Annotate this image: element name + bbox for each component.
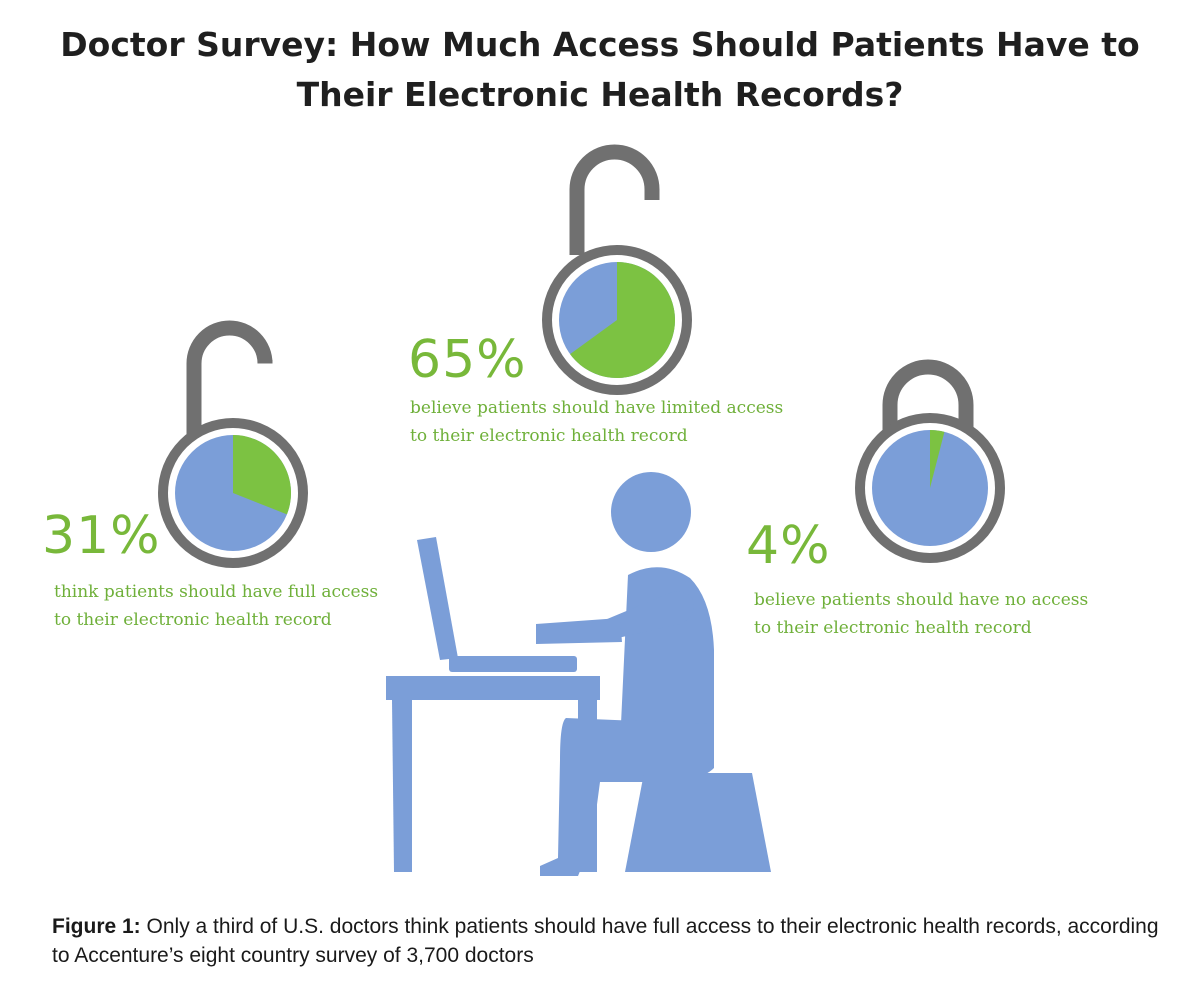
desk-leg-right xyxy=(578,700,597,872)
pie-slice-limited xyxy=(570,262,676,379)
caption-label: Figure 1: xyxy=(52,915,141,938)
pie-slice-none xyxy=(930,430,945,488)
description-none-line-1: believe patients should have no access xyxy=(754,590,1089,610)
value-label-limited: 65% xyxy=(408,330,527,390)
closed-padlock-icon-shackle xyxy=(882,359,974,440)
description-full: think patients should have full access t… xyxy=(54,578,378,634)
description-limited-line-2: to their electronic health record xyxy=(410,426,688,446)
description-limited-line-1: believe patients should have limited acc… xyxy=(410,398,784,418)
laptop-base xyxy=(449,656,577,672)
description-full-line-1: think patients should have full access xyxy=(54,582,379,602)
chart-title: Doctor Survey: How Much Access Should Pa… xyxy=(0,20,1200,120)
laptop-screen xyxy=(417,537,458,660)
open-padlock-icon-shackle xyxy=(569,144,660,255)
desk-top xyxy=(386,676,600,700)
description-limited: believe patients should have limited acc… xyxy=(410,394,783,450)
value-label-none: 4% xyxy=(746,516,831,576)
desk-leg-left xyxy=(392,700,412,872)
description-none: believe patients should have no access t… xyxy=(754,586,1088,642)
figure-caption: Figure 1: Only a third of U.S. doctors t… xyxy=(52,912,1172,970)
padlock-full xyxy=(158,320,308,568)
caption-text: Only a third of U.S. doctors think patie… xyxy=(52,915,1159,967)
pie-slice-full xyxy=(233,435,292,515)
open-padlock-icon-shackle xyxy=(186,320,273,445)
padlock-pies xyxy=(158,144,1005,568)
stool xyxy=(625,773,771,872)
padlock-limited xyxy=(542,144,692,395)
doctor-at-laptop-icon xyxy=(386,472,771,876)
doctor-forearm xyxy=(536,618,622,644)
title-line-2: Their Electronic Health Records? xyxy=(296,75,904,114)
value-label-full: 31% xyxy=(42,506,161,566)
doctor-arm xyxy=(600,591,694,642)
doctor-head xyxy=(611,472,691,552)
title-line-1: Doctor Survey: How Much Access Should Pa… xyxy=(60,25,1140,64)
padlock-none xyxy=(855,359,1005,563)
description-none-line-2: to their electronic health record xyxy=(754,618,1032,638)
description-full-line-2: to their electronic health record xyxy=(54,610,332,630)
